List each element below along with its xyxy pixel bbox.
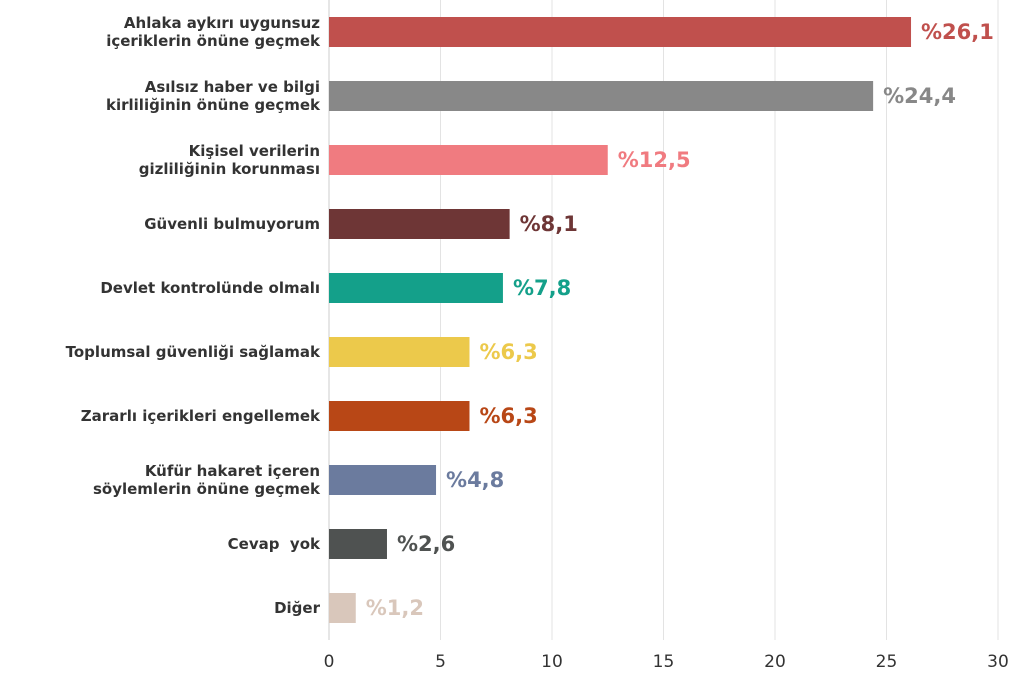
category-label: Kişisel verilerin gizliliğinin korunması [139,142,320,178]
bar [329,593,356,623]
category-line: Güvenli bulmuyorum [144,215,320,233]
category-label: Cevap yok [228,535,321,553]
category-label: Küfür hakaret içeren söylemlerin önüne ge… [93,462,321,498]
value-label: %1,2 [366,596,424,620]
x-tick-label: 10 [541,652,563,672]
value-label: %24,4 [883,84,956,108]
category-line: Cevap yok [228,535,321,553]
value-label: %2,6 [397,532,455,556]
category-label: Güvenli bulmuyorum [144,215,320,233]
x-tick-label: 0 [324,652,335,672]
category-line: Ahlaka aykırı uygunsuz [124,14,320,32]
value-label: %12,5 [618,148,691,172]
category-label: Diğer [274,599,321,617]
category-line: gizliliğinin korunması [139,160,320,178]
bar [329,81,874,111]
x-tick-label: 20 [764,652,786,672]
category-line: kirliliğinin önüne geçmek [106,96,321,114]
value-label: %7,8 [513,276,571,300]
category-line: Zararlı içerikleri engellemek [81,407,321,425]
category-line: Devlet kontrolünde olmalı [100,279,320,297]
category-line: Toplumsal güvenliği sağlamak [66,343,321,361]
value-label: %4,8 [446,468,504,492]
bar [329,17,912,47]
category-label: Toplumsal güvenliği sağlamak [66,343,321,361]
value-label: %6,3 [479,340,537,364]
category-label: Ahlaka aykırı uygunsuz içeriklerin önüne … [106,14,321,50]
x-tick-label: 5 [435,652,446,672]
bar [329,145,608,175]
category-line: Asılsız haber ve bilgi [145,78,320,96]
category-line: söylemlerin önüne geçmek [93,480,321,498]
bar [329,401,470,431]
category-label: Asılsız haber ve bilgi kirliliğinin önüne… [106,78,321,114]
x-tick-label: 15 [653,652,675,672]
bar [329,465,437,495]
value-label: %8,1 [520,212,578,236]
category-line: Diğer [274,599,321,617]
bar [329,209,510,239]
category-label: Devlet kontrolünde olmalı [100,279,320,297]
category-line: içeriklerin önüne geçmek [106,32,321,50]
value-label: %6,3 [479,404,537,428]
x-tick-label: 25 [876,652,898,672]
category-line: Kişisel verilerin [189,142,320,160]
x-tick-label: 30 [987,652,1009,672]
bar [329,337,470,367]
category-label: Zararlı içerikleri engellemek [81,407,321,425]
category-line: Küfür hakaret içeren [145,462,320,480]
value-label: %26,1 [921,20,994,44]
bar [329,273,503,303]
bar [329,529,387,559]
